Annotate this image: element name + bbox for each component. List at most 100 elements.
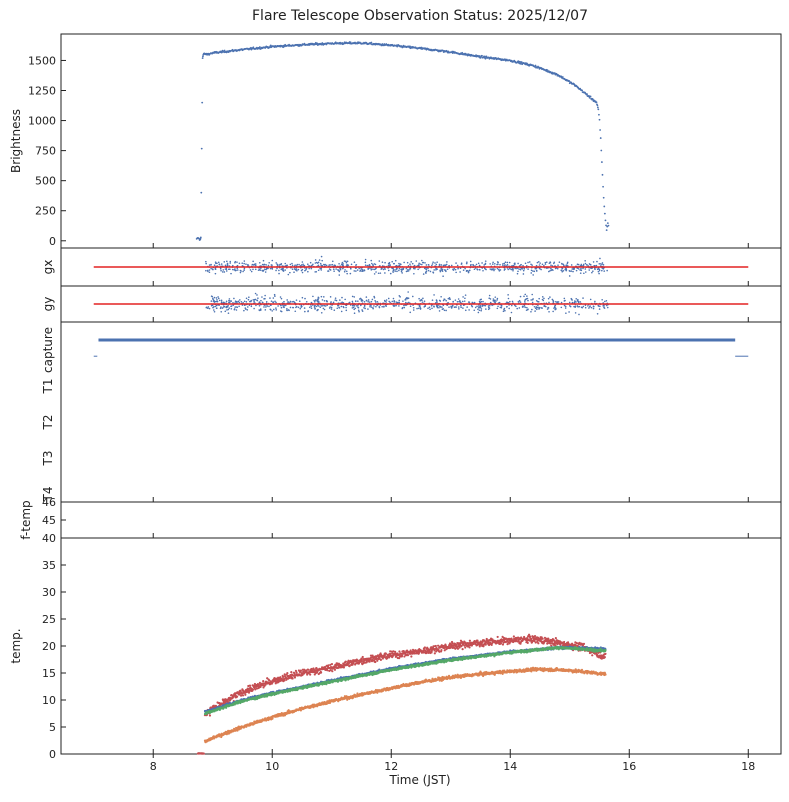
data-point: [241, 301, 243, 303]
data-point: [594, 268, 596, 270]
data-point: [598, 305, 600, 307]
data-point: [460, 305, 462, 307]
data-point: [419, 306, 421, 308]
data-point: [436, 261, 438, 263]
data-point: [577, 300, 579, 302]
data-point: [439, 310, 441, 312]
data-point: [527, 298, 529, 300]
data-point: [549, 642, 551, 644]
data-point: [449, 298, 451, 300]
data-point: [608, 225, 610, 227]
data-point: [408, 270, 410, 272]
data-point: [442, 308, 444, 310]
data-point: [421, 260, 423, 262]
data-point: [496, 264, 498, 266]
data-point: [371, 42, 373, 44]
data-point: [497, 262, 499, 264]
data-point: [531, 269, 533, 271]
data-point: [552, 300, 554, 302]
data-point: [581, 307, 583, 309]
data-point: [262, 302, 264, 304]
data-point: [440, 306, 442, 308]
data-point: [391, 301, 393, 303]
data-point: [424, 305, 426, 307]
data-point: [481, 301, 483, 303]
data-point: [341, 311, 343, 313]
data-point: [244, 260, 246, 262]
data-point: [317, 296, 319, 298]
data-point: [419, 300, 421, 302]
data-point: [223, 301, 225, 303]
data-point: [454, 306, 456, 308]
data-point: [362, 270, 364, 272]
data-point: [396, 271, 398, 273]
data-point: [211, 300, 213, 302]
data-point: [464, 268, 466, 270]
data-point: [216, 301, 218, 303]
data-point: [491, 305, 493, 307]
data-point: [202, 56, 204, 58]
data-point: [466, 306, 468, 308]
category-label: capture: [41, 327, 55, 373]
data-point: [542, 638, 544, 640]
data-point: [392, 305, 394, 307]
data-point: [367, 308, 369, 310]
data-point: [523, 268, 525, 270]
data-point: [260, 308, 262, 310]
data-point: [283, 270, 285, 272]
data-point: [227, 263, 229, 265]
data-point: [587, 305, 589, 307]
data-point: [311, 302, 313, 304]
data-point: [489, 295, 491, 297]
x-axis-label: Time (JST): [388, 773, 450, 787]
data-point: [522, 306, 524, 308]
panel-frame: [61, 34, 781, 248]
data-point: [214, 311, 216, 313]
data-point: [330, 296, 332, 298]
data-point: [278, 273, 280, 275]
data-point: [593, 308, 595, 310]
data-point: [403, 307, 405, 309]
data-point: [200, 192, 202, 194]
data-point: [236, 696, 238, 698]
data-point: [201, 102, 203, 104]
data-point: [315, 259, 317, 261]
y-axis-label: gy: [41, 297, 55, 312]
data-point: [457, 265, 459, 267]
data-point: [370, 269, 372, 271]
data-point: [562, 76, 564, 78]
data-point: [471, 305, 473, 307]
data-point: [217, 296, 219, 298]
data-point: [576, 270, 578, 272]
data-point: [364, 305, 366, 307]
data-point: [493, 298, 495, 300]
panel-frame: [61, 502, 781, 538]
data-point: [264, 264, 266, 266]
data-point: [575, 305, 577, 307]
data-point: [265, 271, 267, 273]
data-point: [258, 309, 260, 311]
data-point: [283, 679, 285, 681]
data-point: [304, 311, 306, 313]
data-point: [401, 271, 403, 273]
data-point: [384, 268, 386, 270]
data-point: [405, 302, 407, 304]
data-point: [332, 260, 334, 262]
data-point: [265, 306, 267, 308]
y-tick-label: 1500: [28, 54, 56, 67]
data-point: [497, 298, 499, 300]
data-point: [227, 305, 229, 307]
data-point: [527, 268, 529, 270]
data-point: [230, 300, 232, 302]
data-point: [236, 309, 238, 311]
data-point: [268, 262, 270, 264]
data-point: [464, 300, 466, 302]
data-point: [577, 263, 579, 265]
data-point: [255, 293, 257, 295]
data-point: [584, 260, 586, 262]
data-point: [329, 306, 331, 308]
data-point: [534, 310, 536, 312]
